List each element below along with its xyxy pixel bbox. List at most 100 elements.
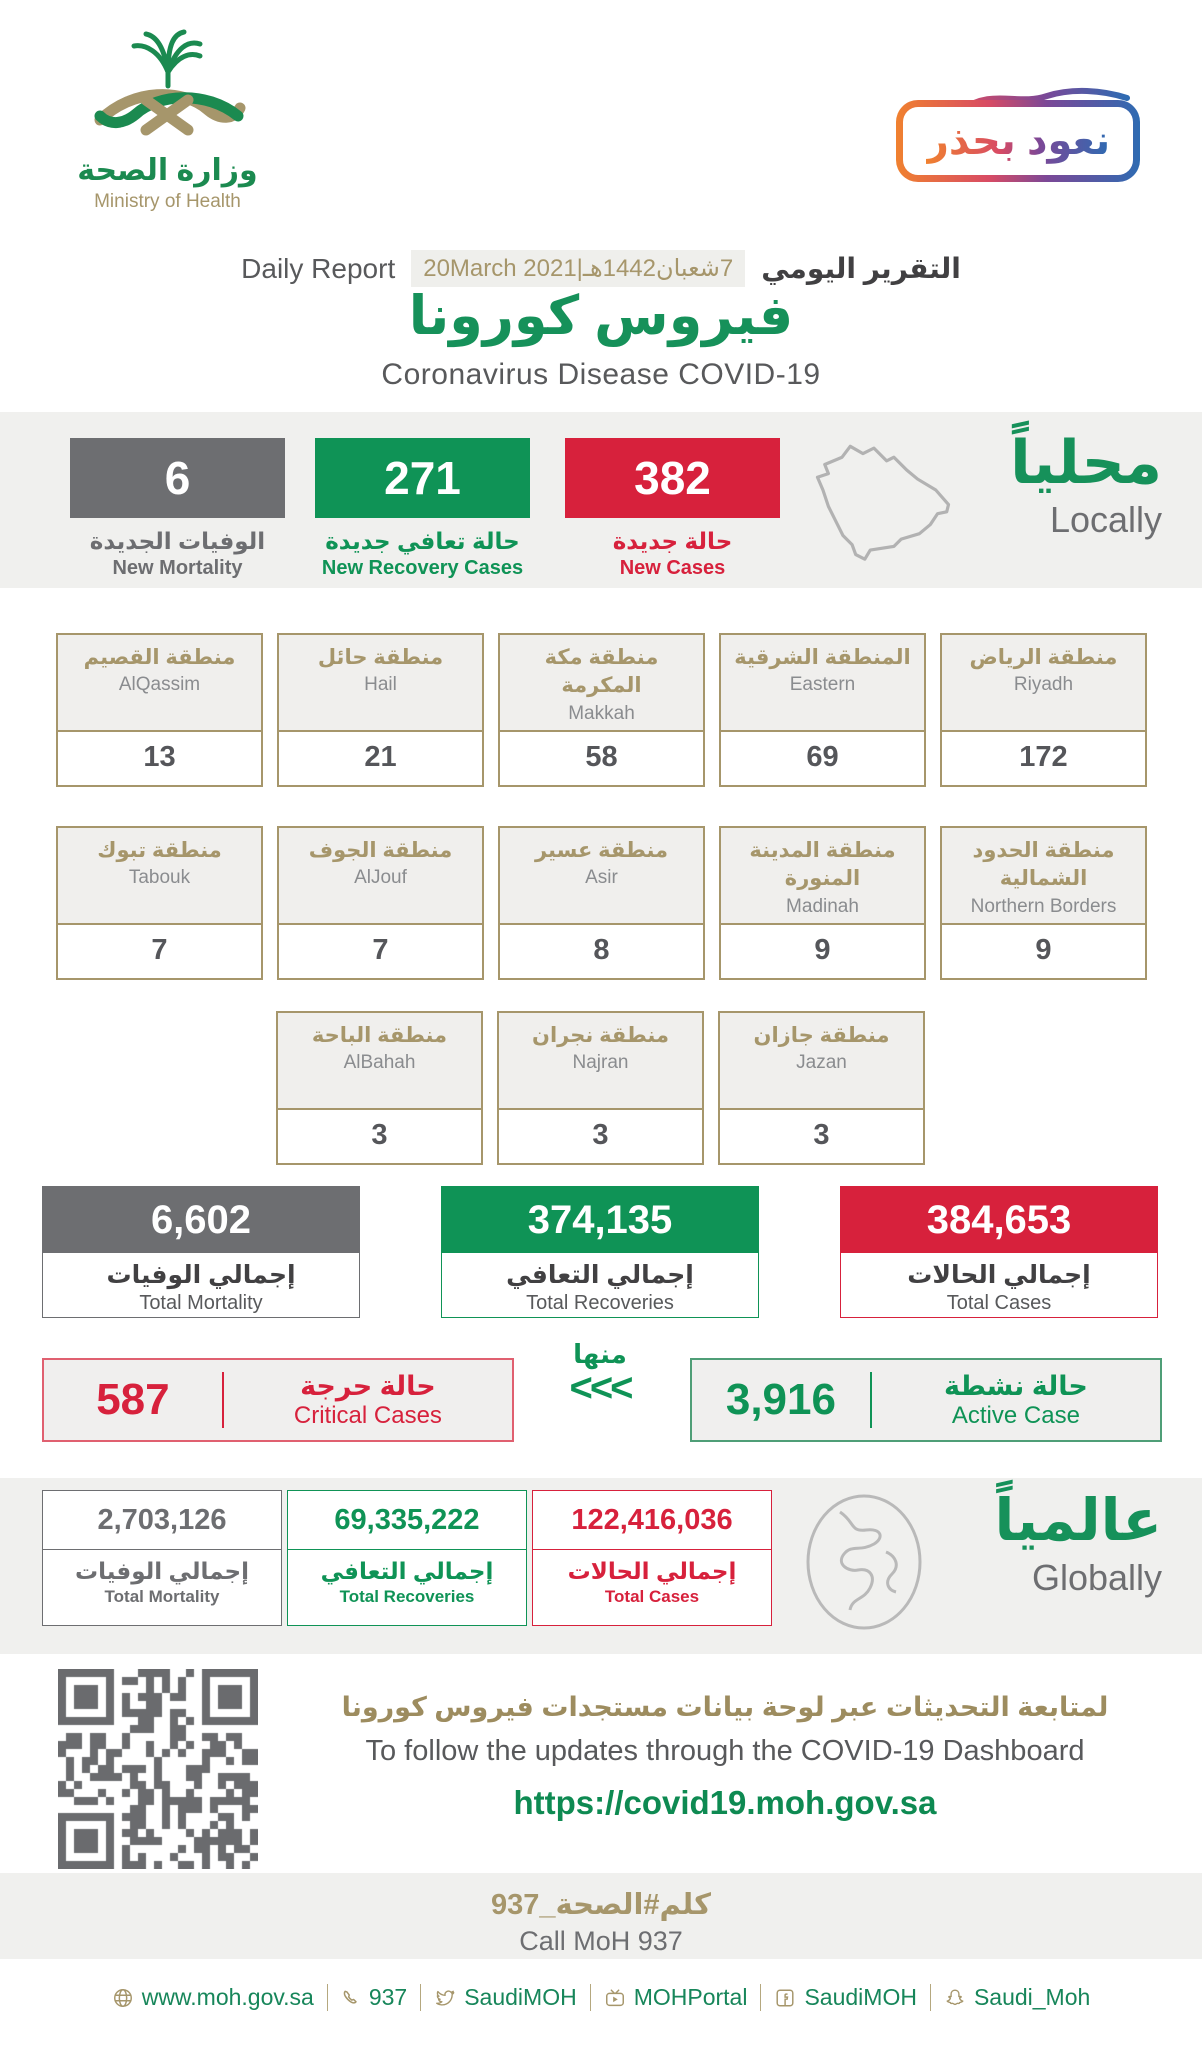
region-name-english: Jazan <box>796 1052 847 1074</box>
region-name-arabic: منطقة مكة المكرمة <box>544 646 659 698</box>
critical-cases-value: 587 <box>96 1375 170 1424</box>
region-name-english: Hail <box>364 674 397 696</box>
badge-text: نعود بحذر <box>925 119 1111 163</box>
of-which-label: منها <box>573 1339 627 1369</box>
qr-code <box>58 1669 258 1869</box>
footer-contact-text: MOHPortal <box>633 1984 748 2010</box>
globally-heading: عالمياً Globally <box>994 1488 1162 1599</box>
region-case-count: 172 <box>1019 741 1068 773</box>
active-cases-box: 3,916 حالة نشطة Active Case <box>690 1358 1162 1442</box>
region-row-1: منطقة القصيم AlQassim 13 منطقة حائل Hail… <box>56 633 1147 787</box>
call-moh-english: Call MoH 937 <box>519 1926 683 1956</box>
region-case-count: 7 <box>151 934 168 966</box>
region-name-english: Najran <box>572 1052 629 1074</box>
region-case-count: 3 <box>592 1119 609 1151</box>
twitter-icon <box>434 1987 456 2009</box>
report-title-row: Daily Report 7شعبان1442هـ|20March 2021 ا… <box>0 250 1202 287</box>
stat-value: 271 <box>315 438 530 518</box>
region-card: منطقة نجران Najran 3 <box>497 1011 704 1165</box>
region-name-arabic: المنطقة الشرقية <box>734 646 911 669</box>
region-card: منطقة الحدود الشمالية Northern Borders 9 <box>940 826 1147 980</box>
daily-report-arabic-label: التقرير اليومي <box>761 253 961 284</box>
region-row-3: منطقة الباحة AlBahah 3 منطقة نجران Najra… <box>276 1011 925 1165</box>
globally-heading-arabic: عالمياً <box>994 1488 1162 1553</box>
total-label-english: Total Cases <box>946 1292 1052 1314</box>
gregorian-date: 20March 2021 <box>423 255 577 282</box>
footer-contact-item[interactable]: Saudi_Moh <box>929 1984 1103 2011</box>
region-name-arabic: منطقة الحدود الشمالية <box>972 839 1115 891</box>
total-value: 384,653 <box>841 1187 1157 1253</box>
stat-label-arabic: حالة جديدة <box>612 528 733 554</box>
chevrons-left-icon: <<< <box>569 1366 633 1410</box>
region-case-count: 7 <box>372 934 389 966</box>
page-title-english: Coronavirus Disease COVID-19 <box>381 358 821 391</box>
total-stat-box: 384,653 إجمالي الحالات Total Cases <box>840 1186 1158 1318</box>
saudi-arabia-map-icon <box>815 444 951 561</box>
footer-contact-item[interactable]: SaudiMOH <box>420 1984 589 2011</box>
badge-frame: نعود بحذر <box>896 100 1140 182</box>
global-label-english: Total Recoveries <box>339 1587 475 1606</box>
total-label-arabic: إجمالي الحالات <box>907 1261 1091 1289</box>
dashboard-line-arabic: لمتابعة التحديثات عبر لوحة بيانات مستجدا… <box>341 1692 1109 1722</box>
region-row-2: منطقة تبوك Tabouk 7 منطقة الجوف AlJouf 7… <box>56 826 1147 980</box>
date-separator: | <box>576 255 583 282</box>
page-title-arabic: فيروس كورونا <box>408 286 794 346</box>
global-label-english: Total Cases <box>604 1587 700 1606</box>
region-name-arabic: منطقة الرياض <box>969 646 1118 669</box>
total-value: 6,602 <box>43 1187 359 1253</box>
stat-value: 6 <box>70 438 285 518</box>
footer-contact-text: Saudi_Moh <box>973 1984 1091 2010</box>
footer-contact-item[interactable]: 937 <box>326 1984 420 2011</box>
dashboard-url-link[interactable]: https://covid19.moh.gov.sa <box>513 1784 937 1821</box>
moh-palm-icon <box>94 29 245 136</box>
footer-contact-item[interactable]: SaudiMOH <box>760 1984 929 2011</box>
region-name-english: Riyadh <box>1013 674 1074 696</box>
region-name-english: Madinah <box>786 895 859 917</box>
footer-contact-text: 937 <box>368 1984 408 2010</box>
total-stat-box: 374,135 إجمالي التعافي Total Recoveries <box>441 1186 759 1318</box>
region-name-arabic: منطقة تبوك <box>97 839 222 862</box>
global-stat-box: 2,703,126 إجمالي الوفيات Total Mortality <box>42 1490 282 1626</box>
total-label-english: Total Mortality <box>139 1292 263 1314</box>
daily-report-label: Daily Report <box>241 252 396 284</box>
region-name-english: AlBahah <box>343 1052 416 1074</box>
region-name-english: Eastern <box>789 674 856 696</box>
locally-heading-arabic: محلياً <box>1010 429 1162 496</box>
total-label-arabic: إجمالي التعافي <box>506 1261 694 1289</box>
globe-icon <box>112 1987 134 2009</box>
region-name-english: Tabouk <box>128 867 191 889</box>
locally-heading: محلياً Locally <box>1010 428 1162 541</box>
region-name-arabic: منطقة الباحة <box>311 1024 448 1047</box>
region-case-count: 8 <box>593 934 610 966</box>
total-stat-box: 6,602 إجمالي الوفيات Total Mortality <box>42 1186 360 1318</box>
report-date: 7شعبان1442هـ|20March 2021 <box>411 250 746 287</box>
locally-stat: 271 حالة تعافي جديدة New Recovery Cases <box>315 438 530 580</box>
of-which-indicator: منها <<< <box>545 1339 655 1410</box>
region-card: منطقة القصيم AlQassim 13 <box>56 633 263 787</box>
phone-icon <box>341 1988 361 2008</box>
region-case-count: 9 <box>814 934 831 966</box>
footer-contact-item[interactable]: www.moh.gov.sa <box>99 1984 327 2011</box>
region-name-arabic: منطقة عسير <box>534 839 669 862</box>
locally-stat: 382 حالة جديدة New Cases <box>565 438 780 580</box>
badge-swoosh-icon <box>959 87 1130 113</box>
footer-contact-text: SaudiMOH <box>804 1984 917 2010</box>
region-name-arabic: منطقة نجران <box>532 1024 669 1047</box>
region-name-arabic: منطقة الجوف <box>308 839 453 862</box>
critical-cases-label-arabic: حالة حرجة <box>300 1370 436 1401</box>
region-card: منطقة حائل Hail 21 <box>277 633 484 787</box>
stat-label-english: New Mortality <box>112 557 243 579</box>
stat-label-arabic: حالة تعافي جديدة <box>325 528 520 554</box>
divider <box>221 1372 224 1428</box>
active-cases-value: 3,916 <box>725 1375 836 1424</box>
logo-english-name: Ministry of Health <box>94 191 241 212</box>
global-label-arabic: إجمالي التعافي <box>320 1558 494 1584</box>
region-case-count: 3 <box>813 1119 830 1151</box>
footer-contacts: www.moh.gov.sa 937 SaudiMOH MOHPortal Sa… <box>0 1984 1202 2011</box>
global-label-arabic: إجمالي الوفيات <box>75 1558 249 1584</box>
region-case-count: 3 <box>371 1119 388 1151</box>
globally-heading-english: Globally <box>1031 1556 1162 1598</box>
footer-contact-item[interactable]: MOHPortal <box>589 1984 761 2011</box>
youtube-icon <box>604 1987 626 2009</box>
call-moh-section: كلم#الصحة_937 Call MoH 937 <box>0 1873 1202 1959</box>
